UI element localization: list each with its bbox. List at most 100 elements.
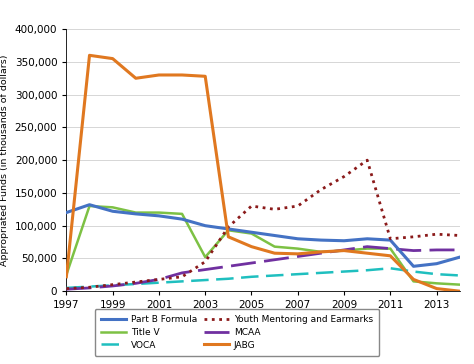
VOCA (179, 279, 185, 284)
Title V (388, 246, 393, 251)
VOCA (249, 274, 255, 279)
Youth Mentoring and Earmarks (87, 285, 92, 289)
MCAA (341, 248, 347, 252)
Youth Mentoring and Earmarks (226, 225, 231, 229)
JABG (410, 277, 416, 282)
Part B Formula (295, 237, 301, 241)
Title V (64, 273, 69, 277)
Youth Mentoring and Earmarks (64, 286, 69, 291)
Part B Formula (434, 261, 439, 266)
Youth Mentoring and Earmarks (249, 204, 255, 208)
VOCA (110, 283, 116, 288)
Part B Formula (388, 238, 393, 242)
Line: VOCA: VOCA (66, 268, 460, 288)
MCAA (202, 268, 208, 272)
Youth Mentoring and Earmarks (202, 260, 208, 264)
Youth Mentoring and Earmarks (388, 237, 393, 241)
Youth Mentoring and Earmarks (434, 232, 439, 236)
Y-axis label: Appropriated Funds (in thousands of dollars): Appropriated Funds (in thousands of doll… (0, 54, 9, 266)
JABG (202, 74, 208, 79)
Part B Formula (410, 264, 416, 269)
Title V (434, 281, 439, 285)
Title V (457, 282, 463, 287)
VOCA (226, 277, 231, 281)
MCAA (110, 284, 116, 288)
VOCA (365, 268, 370, 272)
Part B Formula (318, 238, 324, 242)
MCAA (457, 248, 463, 252)
JABG (110, 56, 116, 61)
Part B Formula (272, 233, 277, 238)
VOCA (457, 273, 463, 278)
Part B Formula (365, 237, 370, 241)
Title V (156, 210, 162, 215)
VOCA (410, 269, 416, 274)
Youth Mentoring and Earmarks (410, 235, 416, 239)
Title V (295, 246, 301, 251)
Title V (110, 205, 116, 210)
Youth Mentoring and Earmarks (272, 207, 277, 211)
MCAA (410, 248, 416, 253)
VOCA (318, 271, 324, 275)
Youth Mentoring and Earmarks (110, 282, 116, 287)
JABG (249, 245, 255, 249)
Title V (202, 255, 208, 259)
Title V (318, 250, 324, 254)
Line: Title V: Title V (66, 206, 460, 285)
Part B Formula (87, 202, 92, 207)
Youth Mentoring and Earmarks (457, 233, 463, 238)
VOCA (434, 272, 439, 276)
JABG (341, 248, 347, 253)
Line: Part B Formula: Part B Formula (66, 205, 460, 266)
JABG (179, 73, 185, 77)
MCAA (64, 287, 69, 292)
JABG (388, 254, 393, 258)
Part B Formula (110, 209, 116, 213)
JABG (272, 251, 277, 256)
Title V (133, 210, 138, 215)
Part B Formula (179, 217, 185, 221)
JABG (133, 76, 138, 80)
MCAA (318, 251, 324, 256)
VOCA (202, 278, 208, 282)
Part B Formula (249, 230, 255, 234)
Youth Mentoring and Earmarks (133, 280, 138, 284)
JABG (87, 53, 92, 58)
Line: Youth Mentoring and Earmarks: Youth Mentoring and Earmarks (66, 160, 460, 289)
JABG (318, 250, 324, 254)
Part B Formula (341, 238, 347, 243)
MCAA (179, 271, 185, 275)
Part B Formula (156, 214, 162, 218)
MCAA (295, 254, 301, 259)
VOCA (64, 286, 69, 290)
Youth Mentoring and Earmarks (295, 204, 301, 208)
X-axis label: Year: Year (250, 316, 276, 329)
VOCA (272, 273, 277, 278)
Line: JABG: JABG (66, 55, 460, 291)
MCAA (388, 246, 393, 251)
MCAA (133, 281, 138, 285)
Part B Formula (133, 212, 138, 216)
Title V (410, 279, 416, 284)
Part B Formula (202, 223, 208, 228)
MCAA (87, 286, 92, 290)
JABG (64, 274, 69, 279)
JABG (434, 286, 439, 291)
Part B Formula (64, 210, 69, 215)
MCAA (226, 264, 231, 269)
Part B Formula (457, 255, 463, 259)
Title V (365, 246, 370, 251)
VOCA (87, 284, 92, 289)
Line: MCAA: MCAA (66, 247, 460, 289)
Youth Mentoring and Earmarks (341, 174, 347, 179)
VOCA (133, 282, 138, 286)
MCAA (156, 277, 162, 282)
Title V (87, 204, 92, 208)
Title V (179, 212, 185, 216)
MCAA (365, 245, 370, 249)
VOCA (295, 272, 301, 276)
VOCA (388, 266, 393, 270)
JABG (365, 251, 370, 256)
JABG (457, 289, 463, 293)
MCAA (272, 258, 277, 262)
